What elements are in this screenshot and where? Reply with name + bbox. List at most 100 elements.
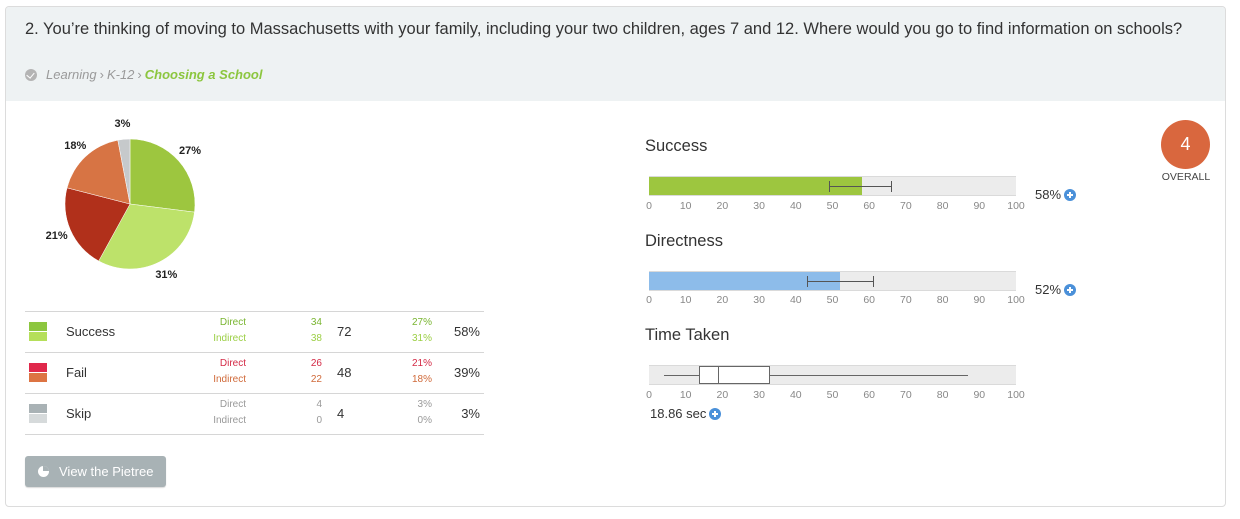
breadcrumb-item[interactable]: K-12 bbox=[106, 67, 135, 82]
error-bar-cap bbox=[828, 181, 830, 192]
axis-tick-label: 30 bbox=[753, 200, 765, 212]
axis-tick-label: 60 bbox=[863, 200, 876, 212]
indirect-percent: 31% bbox=[411, 333, 432, 344]
direct-percent: 21% bbox=[411, 358, 432, 369]
view-pietree-button[interactable]: View the Pietree bbox=[25, 456, 166, 487]
row-label: Skip bbox=[66, 406, 92, 421]
boxplot-box bbox=[698, 366, 771, 384]
indirect-count: 38 bbox=[310, 333, 322, 344]
pie-slice-success-indirect bbox=[98, 203, 195, 270]
error-bar-cap bbox=[806, 276, 808, 287]
breadcrumb-separator: › bbox=[137, 67, 142, 82]
row-label: Fail bbox=[66, 365, 87, 380]
time-metric-title: Time Taken bbox=[645, 326, 730, 344]
breadcrumb-item[interactable]: Learning bbox=[46, 67, 97, 82]
axis-tick-label: 40 bbox=[789, 294, 802, 306]
axis-tick-label: 10 bbox=[679, 294, 692, 306]
plus-circle-icon[interactable] bbox=[709, 407, 722, 420]
total-percent: 58% bbox=[453, 324, 480, 339]
axis-tick-label: 20 bbox=[716, 294, 729, 306]
plus-circle-icon[interactable] bbox=[1064, 283, 1077, 296]
indirect-label: Indirect bbox=[213, 333, 246, 344]
pie-slice-fail-indirect bbox=[66, 139, 131, 205]
axis-tick-label: 100 bbox=[1007, 294, 1025, 306]
success-direct-swatch bbox=[29, 322, 47, 331]
success-value: 58% bbox=[1035, 187, 1077, 202]
plus-circle-icon[interactable] bbox=[1064, 188, 1077, 201]
axis-tick-label: 60 bbox=[863, 389, 876, 401]
breadcrumb-separator: › bbox=[99, 67, 104, 82]
pie-data-label: 3% bbox=[114, 118, 131, 131]
axis-tick-label: 70 bbox=[900, 389, 912, 401]
results-table: Success Direct Indirect 34 38 72 27% 31%… bbox=[25, 311, 484, 435]
axis-tick-label: 20 bbox=[716, 200, 729, 212]
pie-data-label: 21% bbox=[45, 229, 68, 242]
axis-tick-label: 40 bbox=[789, 200, 802, 212]
indirect-percent: 0% bbox=[417, 415, 432, 426]
view-pietree-label: View the Pietree bbox=[59, 464, 154, 479]
axis-tick-label: 30 bbox=[753, 294, 765, 306]
pie-data-label: 27% bbox=[179, 145, 202, 158]
task-card: 2. You’re thinking of moving to Massachu… bbox=[5, 6, 1226, 507]
error-bar-line bbox=[828, 186, 892, 187]
pie-slice-skip-direct bbox=[117, 138, 131, 205]
direct-label: Direct bbox=[219, 358, 246, 369]
direct-count: 4 bbox=[316, 399, 322, 410]
axis-tick-label: 90 bbox=[973, 294, 986, 306]
direct-count: 26 bbox=[310, 358, 322, 369]
direct-label: Direct bbox=[219, 317, 246, 328]
direct-label: Direct bbox=[219, 399, 246, 410]
pie-data-label: 18% bbox=[64, 139, 87, 152]
axis-tick-label: 40 bbox=[789, 389, 802, 401]
axis-tick-label: 100 bbox=[1007, 389, 1025, 401]
error-bar-line bbox=[806, 281, 873, 282]
breadcrumb-current[interactable]: Choosing a School bbox=[144, 67, 263, 82]
check-circle-icon bbox=[25, 68, 37, 81]
question-text: 2. You’re thinking of moving to Massachu… bbox=[25, 20, 1183, 38]
table-row-fail: Fail Direct Indirect 26 22 48 21% 18% 39… bbox=[25, 353, 484, 394]
axis-tick-label: 30 bbox=[753, 389, 765, 401]
axis-tick-label: 90 bbox=[973, 389, 986, 401]
success-metric-title: Success bbox=[645, 137, 708, 155]
axis-tick-label: 50 bbox=[826, 200, 839, 212]
pie-chart-icon bbox=[38, 466, 49, 477]
indirect-count: 0 bbox=[316, 415, 322, 426]
results-pie-chart bbox=[64, 138, 196, 270]
axis-tick-label: 10 bbox=[679, 389, 692, 401]
boxplot-whisker-low bbox=[663, 375, 699, 376]
task-header: 2. You’re thinking of moving to Massachu… bbox=[6, 7, 1225, 101]
directness-value-text: 52% bbox=[1035, 282, 1062, 297]
direct-percent: 27% bbox=[411, 317, 432, 328]
pie-data-label: 31% bbox=[155, 269, 178, 282]
axis-tick-label: 60 bbox=[863, 294, 876, 306]
axis-tick-label: 50 bbox=[826, 389, 839, 401]
success-axis-ticks: 0 10 20 30 40 50 60 70 80 90 100 bbox=[646, 200, 1025, 214]
total-count: 48 bbox=[337, 365, 352, 380]
axis-tick-label: 0 bbox=[646, 294, 652, 306]
direct-percent: 3% bbox=[417, 399, 432, 410]
row-label: Success bbox=[66, 324, 116, 339]
indirect-count: 22 bbox=[310, 374, 322, 385]
boxplot-median bbox=[718, 366, 720, 384]
axis-tick-label: 80 bbox=[936, 200, 949, 212]
indirect-label: Indirect bbox=[213, 415, 246, 426]
total-count: 4 bbox=[337, 406, 345, 421]
pie-slice-success-direct bbox=[129, 138, 196, 213]
fail-direct-swatch bbox=[29, 363, 47, 372]
axis-tick-label: 70 bbox=[900, 294, 912, 306]
axis-tick-label: 20 bbox=[716, 389, 729, 401]
success-indirect-swatch bbox=[29, 332, 47, 341]
total-percent: 39% bbox=[453, 365, 480, 380]
time-value: 18.86 sec bbox=[650, 406, 722, 421]
indirect-percent: 18% bbox=[411, 374, 432, 385]
skip-direct-swatch bbox=[29, 404, 47, 413]
axis-tick-label: 50 bbox=[826, 294, 839, 306]
time-value-text: 18.86 sec bbox=[650, 406, 707, 421]
table-row-success: Success Direct Indirect 34 38 72 27% 31%… bbox=[25, 312, 484, 353]
directness-bar bbox=[649, 272, 840, 290]
indirect-label: Indirect bbox=[213, 374, 246, 385]
directness-axis-ticks: 0 10 20 30 40 50 60 70 80 90 100 bbox=[646, 294, 1025, 308]
directness-metric-title: Directness bbox=[645, 232, 723, 250]
axis-tick-label: 70 bbox=[900, 200, 912, 212]
fail-indirect-swatch bbox=[29, 373, 47, 382]
